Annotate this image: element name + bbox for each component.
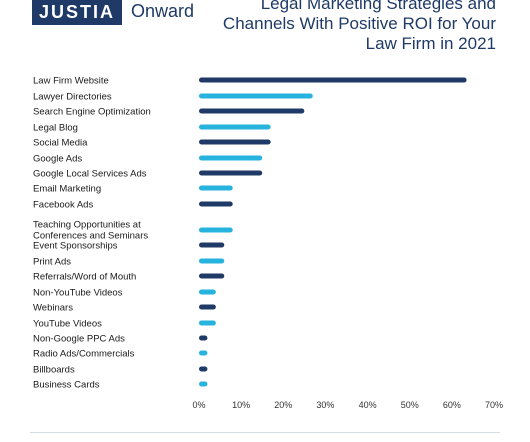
- category-label: Law Firm Website: [33, 76, 109, 87]
- bar: [199, 289, 216, 295]
- chart-title-line: Law Firm in 2021: [365, 34, 496, 53]
- category-label: Webinars: [33, 303, 73, 314]
- bar: [199, 366, 208, 372]
- category-label: Search Engine Optimization: [33, 107, 151, 118]
- category-label: Google Local Services Ads: [33, 169, 147, 180]
- category-label: Google Ads: [33, 154, 82, 165]
- x-tick-label: 10%: [232, 400, 250, 410]
- bar: [199, 77, 467, 83]
- category-label: Email Marketing: [33, 184, 101, 195]
- bar: [199, 108, 305, 114]
- category-label: Referrals/Word of Mouth: [33, 272, 136, 283]
- category-label: Non-Google PPC Ads: [33, 334, 125, 345]
- justia-logo: JUSTIA: [32, 0, 122, 25]
- logo-subtitle: Onward: [131, 1, 195, 21]
- bar: [199, 227, 233, 233]
- bar: [199, 381, 208, 387]
- x-tick-label: 0%: [192, 400, 205, 410]
- bar: [199, 242, 225, 248]
- x-tick-label: 70%: [485, 400, 503, 410]
- logo-wordmark: JUSTIA: [38, 2, 115, 22]
- chart-title-line: Legal Marketing Strategies and: [260, 0, 496, 13]
- category-label: Radio Ads/Commercials: [33, 349, 135, 360]
- x-tick-label: 40%: [359, 400, 377, 410]
- x-tick-label: 20%: [274, 400, 292, 410]
- bar: [199, 201, 233, 207]
- x-tick-label: 60%: [443, 400, 461, 410]
- bar: [199, 155, 263, 161]
- category-label: Legal Blog: [33, 123, 78, 134]
- bar: [199, 304, 216, 310]
- bar: [199, 258, 225, 264]
- category-label: Lawyer Directories: [33, 92, 112, 103]
- category-label: Business Cards: [33, 380, 100, 391]
- category-label: Facebook Ads: [33, 200, 93, 211]
- bar: [199, 273, 225, 279]
- bottom-divider: [30, 432, 500, 433]
- bar: [199, 139, 271, 145]
- bar: [199, 124, 271, 130]
- chart-title-line: Channels With Positive ROI for Your: [222, 14, 496, 33]
- bar: [199, 335, 208, 341]
- category-label: Social Media: [33, 138, 88, 149]
- category-label: Print Ads: [33, 257, 71, 268]
- bar: [199, 320, 216, 326]
- category-label: Billboards: [33, 365, 75, 376]
- category-label: Teaching Opportunities at Conferences and…: [33, 220, 148, 242]
- category-label: Non-YouTube Videos: [33, 288, 123, 299]
- x-tick-label: 50%: [401, 400, 419, 410]
- bar: [199, 93, 313, 99]
- bar: [199, 170, 263, 176]
- bar: [199, 350, 208, 356]
- category-label: YouTube Videos: [33, 319, 102, 330]
- x-tick-label: 30%: [316, 400, 334, 410]
- category-label: Event Sponsorships: [33, 241, 118, 252]
- chart-title: Legal Marketing Strategies and Channels …: [196, 0, 496, 54]
- bar: [199, 185, 233, 191]
